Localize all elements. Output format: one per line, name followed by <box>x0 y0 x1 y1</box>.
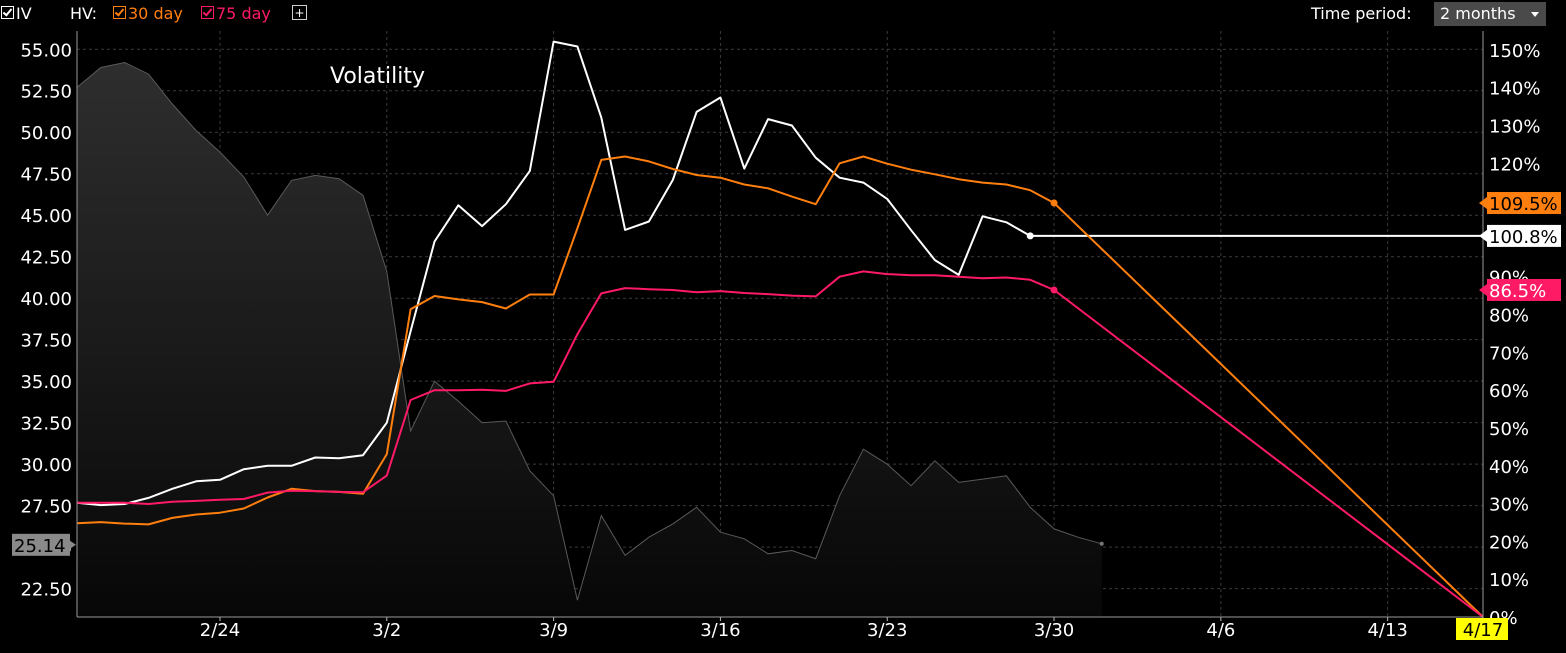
series-line-iv-last-value-badge <box>1487 224 1561 247</box>
iv-label: IV <box>16 4 32 23</box>
series-line-75-day-last-value-label: 86.5% <box>1489 281 1546 302</box>
checkbox-checked-icon <box>113 6 126 19</box>
left-axis-tick-label: 55.00 <box>20 40 72 61</box>
chart-title: Volatility <box>330 64 425 89</box>
left-axis-tick-label: 30.00 <box>20 455 72 476</box>
left-axis-tick-label: 37.50 <box>20 331 72 352</box>
hv75-label: 75 day <box>216 4 271 23</box>
chevron-down-icon <box>1531 12 1539 17</box>
x-axis-tick-label-current: 4/17 <box>1463 620 1503 641</box>
hv75-toggle[interactable]: 75 day <box>201 3 271 25</box>
left-axis-tick-label: 35.00 <box>20 372 72 393</box>
left-axis-tick-label: 52.50 <box>20 82 72 103</box>
add-series-button[interactable]: + <box>292 5 307 20</box>
series-line-30-day-last-value-badge <box>1487 192 1561 215</box>
hv30-label: 30 day <box>128 4 183 23</box>
series-lines-layer <box>76 40 1484 618</box>
right-axis-tick-label: 120% <box>1489 154 1540 175</box>
right-axis-tick-label: 70% <box>1489 343 1529 364</box>
series-line-30-day-last-point <box>1050 199 1058 207</box>
price-area-fill <box>77 62 1102 617</box>
time-period-value: 2 months <box>1440 4 1516 23</box>
series-line-iv <box>76 40 1483 507</box>
right-axis-tick-label: 10% <box>1489 570 1529 591</box>
series-line-iv-last-value-label: 100.8% <box>1489 227 1558 248</box>
x-axis-tick-label: 3/2 <box>372 620 401 641</box>
price-last-value-badge <box>12 533 70 556</box>
series-line-30-day-last-value-label: 109.5% <box>1489 194 1558 215</box>
value-labels-layer: 100.8% 109.5% 86.5% 25.14 <box>12 192 1561 557</box>
checkbox-checked-icon <box>201 6 214 19</box>
right-axis-tick-label: 40% <box>1489 457 1529 478</box>
left-axis-tick-label: 45.00 <box>20 206 72 227</box>
x-axis-tick-label: 2/24 <box>200 620 240 641</box>
axes-layer: 22.5025.0027.5030.0032.5035.0037.5040.00… <box>20 31 1540 641</box>
series-line-30-day-badge-pointer <box>1479 197 1487 210</box>
x-axis-tick-label: 4/6 <box>1206 620 1235 641</box>
current-date-highlight <box>1456 618 1508 640</box>
chart-toolbar: IV HV: 30 day 75 day + Time period: 2 mo… <box>0 0 1566 30</box>
series-line-75-day-badge-pointer <box>1479 283 1487 296</box>
x-axis-tick-label: 3/9 <box>539 620 568 641</box>
right-axis-tick-label: 130% <box>1489 117 1540 138</box>
iv-toggle[interactable]: IV <box>1 3 32 25</box>
left-axis-tick-label: 47.50 <box>20 165 72 186</box>
price-last-value-label: 25.14 <box>14 536 66 557</box>
price-area-outline <box>76 61 1102 601</box>
price-badge-pointer <box>70 540 76 549</box>
series-line-iv-badge-pointer <box>1479 229 1487 242</box>
x-axis-tick-label: 3/16 <box>700 620 740 641</box>
hv-label: HV: <box>70 4 98 23</box>
left-axis-tick-label: 27.50 <box>20 497 72 518</box>
right-axis-tick-label: 150% <box>1489 41 1540 62</box>
left-axis-tick-label: 40.00 <box>20 289 72 310</box>
series-line-75-day <box>77 270 1484 618</box>
right-axis-tick-label: 30% <box>1489 495 1529 516</box>
right-axis-tick-label: 50% <box>1489 419 1529 440</box>
series-line-75-day-last-value-badge <box>1487 278 1561 301</box>
series-line-75-day-last-point <box>1050 286 1058 294</box>
left-axis-tick-label: 42.50 <box>20 248 72 269</box>
series-line-30-day <box>76 155 1484 618</box>
left-axis-tick-label: 22.50 <box>20 580 72 601</box>
x-axis-tick-label: 4/13 <box>1367 620 1407 641</box>
hv30-toggle[interactable]: 30 day <box>113 3 183 25</box>
checkbox-checked-icon <box>1 6 14 19</box>
right-axis-tick-label: 60% <box>1489 381 1529 402</box>
price-area-layer <box>76 61 1104 617</box>
time-period-dropdown[interactable]: 2 months <box>1434 2 1546 26</box>
price-last-point <box>1099 541 1104 546</box>
right-axis-tick-label: 20% <box>1489 532 1529 553</box>
x-axis-tick-label: 3/23 <box>867 620 907 641</box>
left-axis-tick-label: 50.00 <box>20 123 72 144</box>
right-axis-tick-label: 80% <box>1489 306 1529 327</box>
x-axis-tick-label: 3/30 <box>1034 620 1074 641</box>
right-axis-tick-label: 140% <box>1489 79 1540 100</box>
left-axis-tick-label: 32.50 <box>20 414 72 435</box>
series-line-iv-last-point <box>1026 232 1034 240</box>
time-period-label: Time period: <box>1311 4 1412 23</box>
